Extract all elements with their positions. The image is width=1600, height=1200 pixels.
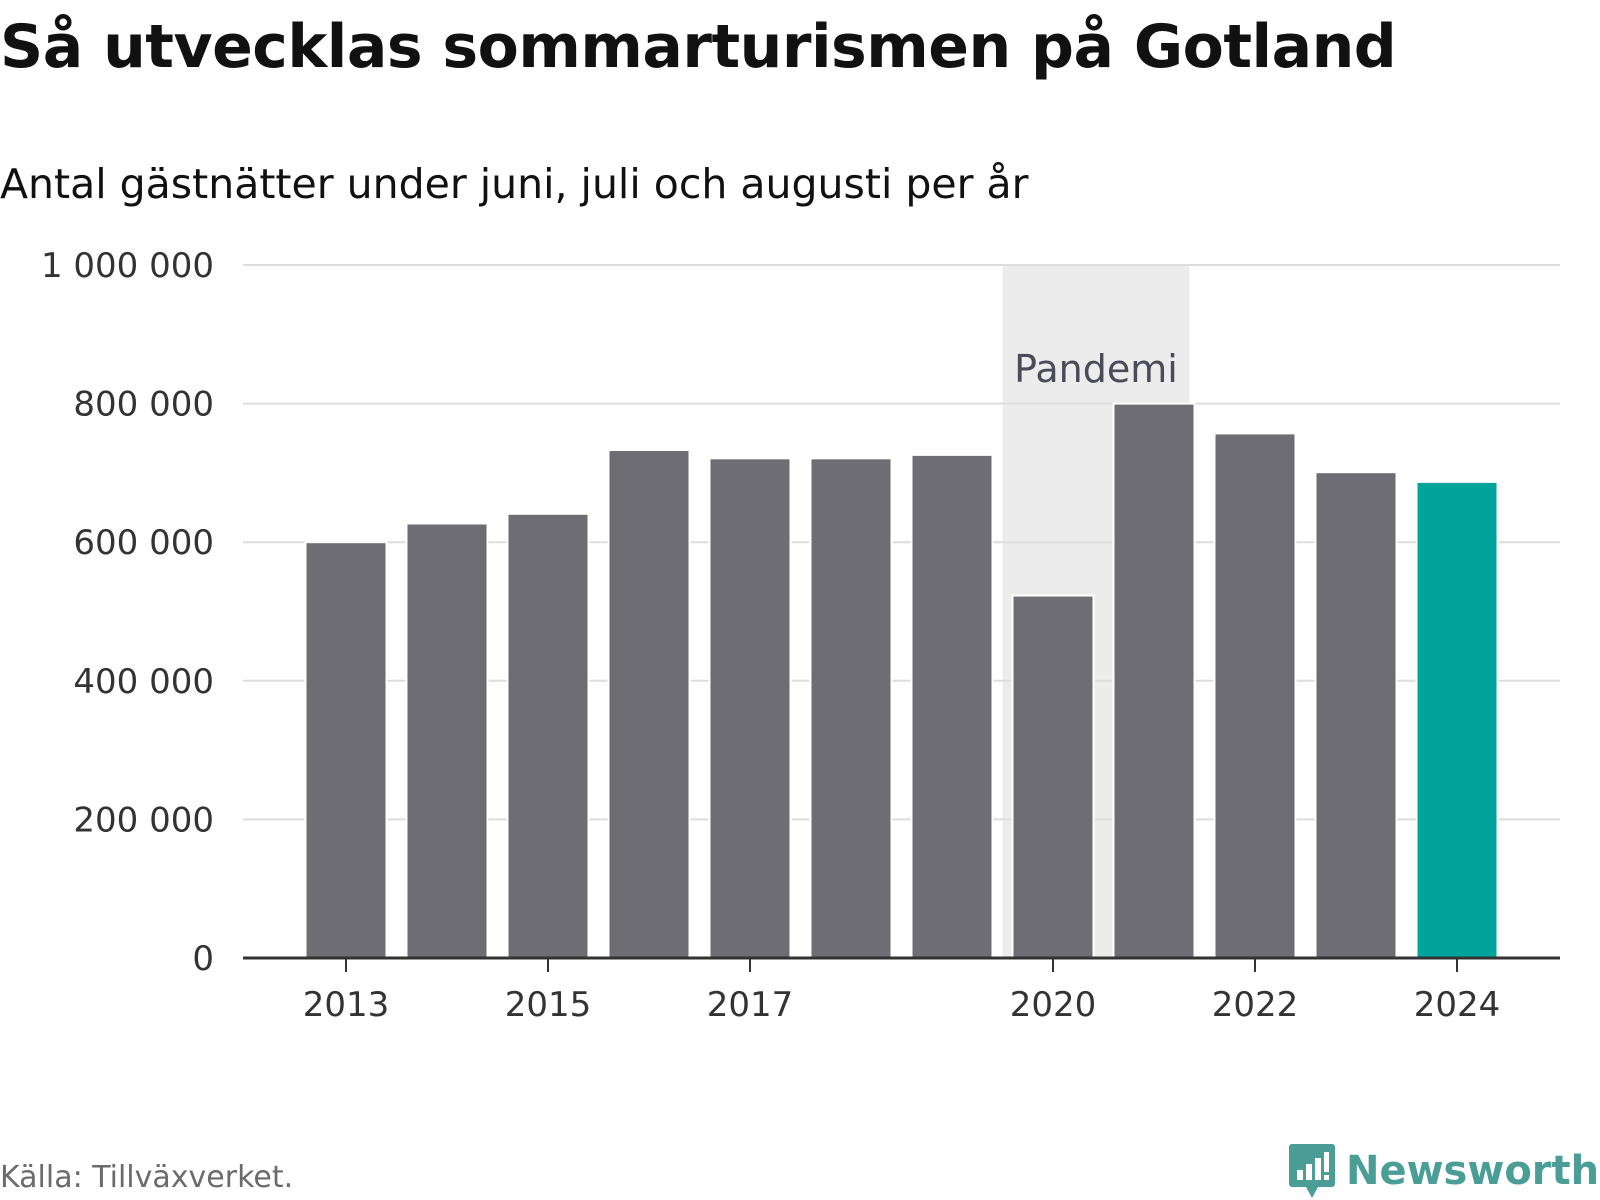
bar-2020 [1011, 594, 1095, 959]
bar-2023 [1314, 471, 1398, 959]
annotation-layer: Pandemi [1014, 347, 1178, 391]
bar-chart: 0 200 000 400 000 600 000 800 000 1 000 000 2… [41, 246, 1560, 1025]
bar-2016 [607, 449, 691, 959]
y-tick-label: 200 000 [73, 800, 214, 840]
y-tick-label: 0 [192, 939, 214, 979]
chart-title: Så utvecklas sommarturismen på Gotland [0, 12, 1397, 82]
x-tick-label: 2015 [505, 985, 592, 1025]
y-tick-labels-layer: 0 200 000 400 000 600 000 800 000 1 000 000 [41, 246, 214, 979]
bar-2013 [304, 541, 388, 959]
bar-2024 [1415, 480, 1499, 959]
x-axis-layer [243, 956, 1560, 972]
bar-2014 [405, 522, 489, 959]
bar-2019 [910, 453, 994, 960]
bar-2018 [809, 457, 893, 960]
bars-layer [304, 402, 1499, 960]
x-tick-label: 2024 [1414, 985, 1501, 1025]
source-note: Källa: Tillväxverket. [0, 1160, 294, 1195]
x-tick-labels-layer: 2013 2015 2017 2020 2022 2024 [303, 985, 1501, 1025]
brand-name: Newsworthy [1346, 1148, 1600, 1194]
y-tick-label: 800 000 [73, 385, 214, 425]
chart-subtitle: Antal gästnätter under juni, juli och au… [0, 160, 1029, 208]
x-tick-label: 2022 [1212, 985, 1299, 1025]
bar-2017 [708, 457, 792, 960]
y-tick-label: 1 000 000 [41, 246, 214, 286]
x-tick-label: 2013 [303, 985, 390, 1025]
newsworthy-logo: Newsworthy [1288, 1142, 1600, 1200]
bar-2015 [506, 512, 590, 959]
bar-2021 [1112, 402, 1196, 960]
bar-2022 [1213, 432, 1297, 960]
newsworthy-logo-icon [1289, 1144, 1335, 1198]
y-tick-label: 400 000 [73, 662, 214, 702]
y-tick-label: 600 000 [73, 523, 214, 563]
x-tick-label: 2020 [1010, 985, 1097, 1025]
x-tick-label: 2017 [707, 985, 794, 1025]
pandemic-annotation-label: Pandemi [1014, 347, 1178, 391]
